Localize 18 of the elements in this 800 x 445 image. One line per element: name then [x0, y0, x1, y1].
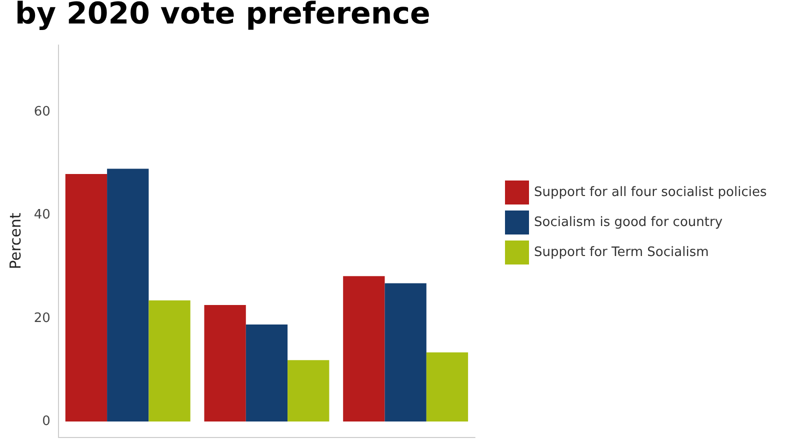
bar: [246, 324, 288, 422]
legend-label: Support for all four socialist policies: [534, 185, 767, 200]
legend-label: Socialism is good for country: [534, 215, 723, 230]
bar: [288, 360, 330, 422]
y-tick-label: 20: [34, 310, 50, 326]
bar: [148, 300, 190, 422]
bar: [204, 304, 246, 422]
bar: [343, 276, 385, 422]
bar: [384, 283, 426, 422]
chart-title: by 2020 vote preference: [15, 0, 430, 32]
bar: [426, 352, 468, 422]
y-tick-label: 60: [34, 104, 50, 120]
bar: [65, 174, 108, 422]
legend-label: Support for Term Socialism: [534, 245, 709, 260]
y-axis-title: Percent: [6, 212, 24, 270]
y-tick-label: 0: [42, 414, 50, 430]
y-tick-label: 40: [34, 208, 50, 223]
bar: [107, 168, 149, 422]
